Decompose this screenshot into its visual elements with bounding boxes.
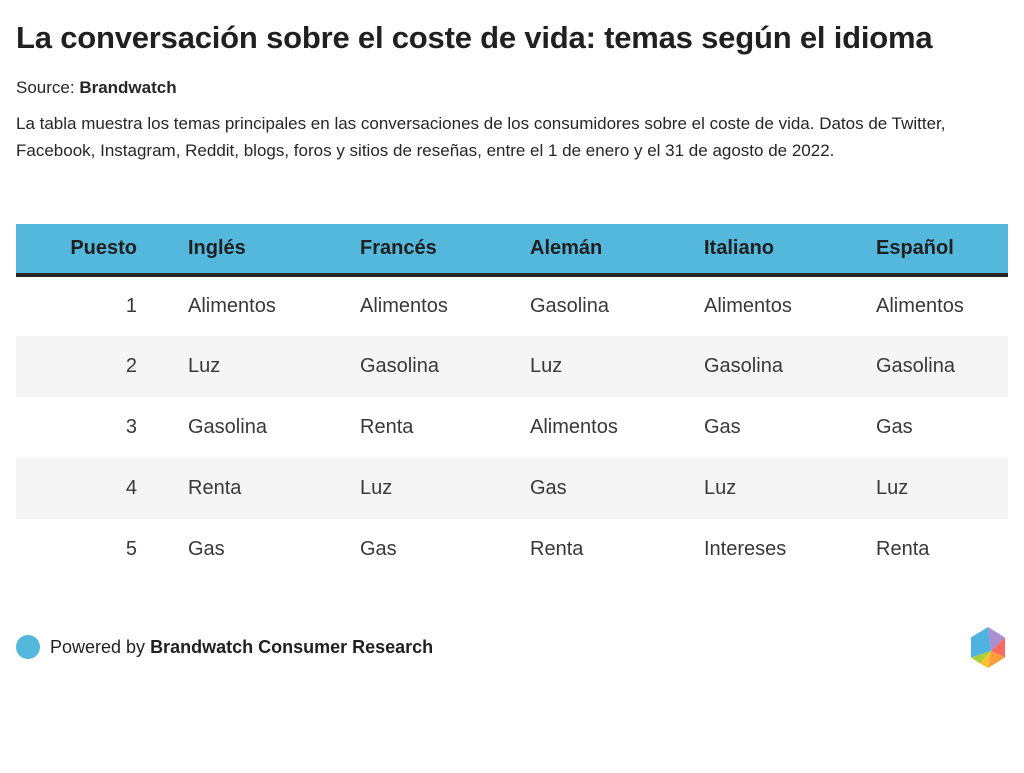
rank-cell: 3 [125, 416, 137, 438]
description: La tabla muestra los temas principales e… [16, 114, 946, 160]
topic-cell: Alimentos [530, 416, 618, 438]
topic-cell: Gas [360, 538, 397, 560]
topic-cell: Luz [360, 477, 393, 499]
source-line: Source: Brandwatch [16, 78, 1008, 98]
footer: Powered by Brandwatch Consumer Research [16, 624, 1008, 670]
table-row: 1 Alimentos Alimentos Gasolina Alimentos Alim… [16, 275, 1008, 336]
brand-name: Brandwatch Consumer Research [150, 637, 434, 657]
source-label: Source: [16, 78, 80, 97]
table-row: 2 Luz Gasolina Luz Gasolina Gasolina [16, 336, 1008, 397]
topic-cell: Gasolina [704, 355, 783, 377]
column-header: Alemán [514, 224, 688, 277]
topic-cell: Gasolina [530, 295, 609, 317]
topic-cell: Gas [704, 416, 741, 438]
rank-cell: 1 [125, 295, 137, 317]
rank-cell: 5 [125, 538, 137, 560]
powered-by-text: Powered by Brandwatch Consumer Research [50, 635, 433, 659]
rank-cell: 2 [125, 355, 137, 377]
powered-by-label: Powered by [50, 637, 151, 657]
powered-by-bullet-icon [16, 635, 40, 659]
topic-cell: Gasolina [876, 355, 955, 377]
topic-cell: Gas [530, 477, 567, 499]
page-title: La conversación sobre el coste de vida: … [16, 20, 933, 55]
column-header: Francés [344, 224, 514, 277]
topic-cell: Alimentos [360, 295, 448, 317]
topic-cell: Intereses [704, 538, 787, 560]
topic-cell: Renta [188, 477, 242, 499]
topic-cell: Luz [876, 477, 909, 499]
table-row: 5 Gas Gas Renta Intereses Renta [16, 519, 1008, 580]
table-body: 1 Alimentos Alimentos Gasolina Alimentos Alim… [16, 275, 1008, 580]
brandwatch-hexagon-logo-icon [971, 627, 1005, 668]
source-name: Brandwatch [79, 78, 177, 97]
topic-cell: Gas [188, 538, 225, 560]
header-row: Puesto Inglés Francés Alemán Italiano Español [16, 224, 1008, 277]
topic-cell: Alimentos [704, 295, 792, 317]
topic-cell: Gasolina [188, 416, 267, 438]
logo-facets [971, 627, 1005, 668]
topic-cell: Renta [360, 416, 414, 438]
rank-cell: 4 [125, 477, 137, 499]
topic-cell: Luz [704, 477, 737, 499]
table-row: 4 Renta Luz Gas Luz Luz [16, 458, 1008, 519]
column-header: Italiano [688, 224, 860, 277]
column-header: Puesto [16, 224, 172, 277]
topic-cell: Gas [876, 416, 913, 438]
topics-table: Puesto Inglés Francés Alemán Italiano Español… [16, 224, 1008, 580]
column-header: Inglés [172, 224, 344, 277]
topic-cell: Renta [876, 538, 930, 560]
table-row: 3 Gasolina Renta Alimentos Gas Gas [16, 397, 1008, 458]
topic-cell: Luz [188, 355, 221, 377]
infographic-page: La conversación sobre el coste de vida: … [0, 18, 1024, 670]
topic-cell: Alimentos [876, 295, 964, 317]
topic-cell: Gasolina [360, 355, 439, 377]
topic-cell: Renta [530, 538, 584, 560]
topic-cell: Alimentos [188, 295, 276, 317]
column-header: Español [860, 224, 1008, 277]
topic-cell: Luz [530, 355, 563, 377]
